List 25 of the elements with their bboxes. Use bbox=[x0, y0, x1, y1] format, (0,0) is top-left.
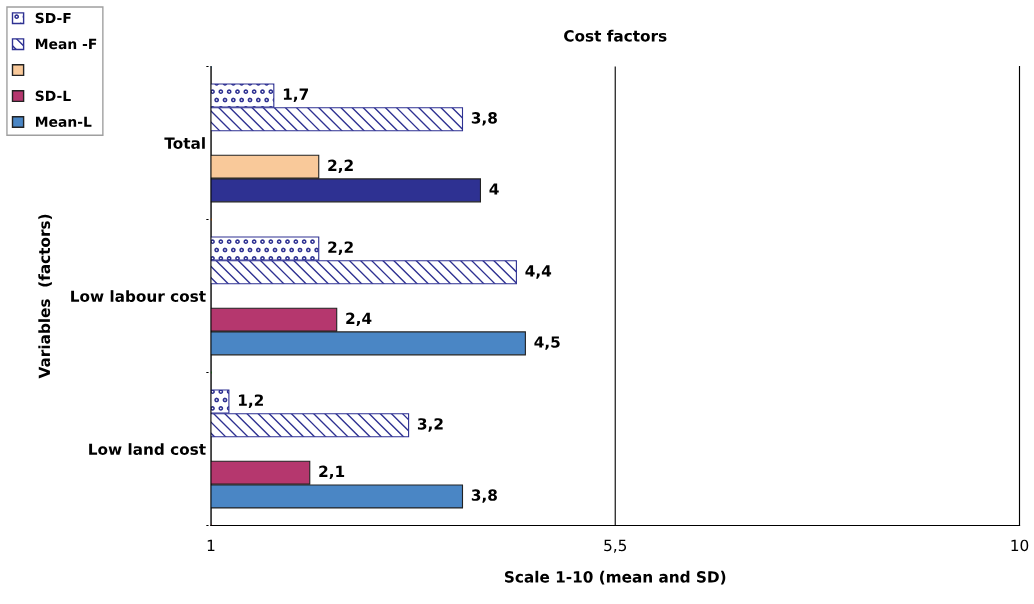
data-label: 2,1 bbox=[319, 465, 345, 480]
chart-title: Cost factors bbox=[564, 29, 667, 42]
y-tick-label: Low land cost bbox=[89, 443, 206, 455]
data-label: 3,8 bbox=[471, 112, 497, 126]
x-tick-label: 5,5 bbox=[604, 539, 627, 553]
x-axis-title: Scale 1-10 (mean and SD) bbox=[504, 570, 726, 585]
legend-label: SD-F bbox=[35, 12, 71, 24]
y-tick-label: Low labour cost bbox=[71, 290, 206, 302]
data-label: 2,2 bbox=[328, 241, 353, 255]
legend-label: SD-L bbox=[35, 90, 71, 102]
x-tick-label: 1 bbox=[207, 539, 215, 551]
data-label: 1,7 bbox=[283, 88, 309, 102]
legend-label: Mean-L bbox=[36, 116, 92, 128]
data-label: 4,4 bbox=[525, 265, 552, 279]
data-label: 2,4 bbox=[346, 312, 372, 327]
data-label: 1,2 bbox=[238, 394, 263, 408]
y-axis-title: Variables (factors) bbox=[38, 214, 52, 379]
legend-label: Mean -F bbox=[36, 38, 97, 50]
data-label: 3,2 bbox=[417, 418, 443, 432]
data-label: 2,2 bbox=[328, 159, 353, 174]
data-label: 4,5 bbox=[534, 336, 560, 350]
data-label: 3,8 bbox=[471, 489, 497, 503]
y-tick-label: Total bbox=[164, 137, 205, 149]
x-tick-label: 10 bbox=[1011, 539, 1029, 552]
data-label: 4 bbox=[489, 183, 499, 195]
